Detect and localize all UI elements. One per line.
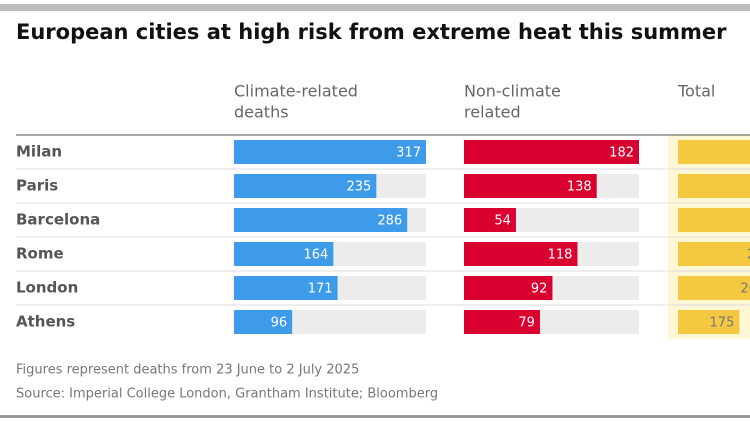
bar xyxy=(678,242,750,266)
bar xyxy=(234,140,426,164)
value-label: 54 xyxy=(494,214,511,229)
bar xyxy=(464,208,516,232)
value-label: 263 xyxy=(740,282,750,297)
value-label: 282 xyxy=(747,248,750,263)
bar xyxy=(678,208,750,232)
row-label: London xyxy=(16,279,78,297)
row-label: Paris xyxy=(16,177,58,195)
row-label: Athens xyxy=(16,313,75,331)
column-header: deaths xyxy=(234,103,289,122)
value-label: 96 xyxy=(271,316,288,331)
footnote: Figures represent deaths from 23 June to… xyxy=(16,363,359,378)
value-label: 286 xyxy=(377,214,402,229)
value-label: 235 xyxy=(347,180,372,195)
bar xyxy=(464,276,553,300)
value-label: 79 xyxy=(518,316,535,331)
bar xyxy=(464,140,639,164)
value-label: 92 xyxy=(531,282,548,297)
row-label: Rome xyxy=(16,245,64,263)
bar xyxy=(464,310,540,334)
bar xyxy=(234,276,338,300)
row-label: Milan xyxy=(16,143,62,161)
column-header: Non-climate xyxy=(464,82,561,101)
value-label: 317 xyxy=(396,146,421,161)
value-label: 138 xyxy=(567,180,592,195)
bar xyxy=(234,242,334,266)
column-header: Total xyxy=(677,82,715,101)
footnote: Source: Imperial College London, Grantha… xyxy=(16,387,438,402)
bar xyxy=(234,208,408,232)
bar xyxy=(678,140,750,164)
column-header: Climate-related xyxy=(234,82,358,101)
bottom-rule xyxy=(0,415,750,418)
chart-title: European cities at high risk from extrem… xyxy=(16,20,727,44)
bar xyxy=(678,310,740,334)
value-label: 164 xyxy=(304,248,329,263)
column-header: related xyxy=(464,103,521,122)
value-label: 182 xyxy=(609,146,634,161)
value-label: 171 xyxy=(308,282,333,297)
bar xyxy=(464,174,597,198)
bar xyxy=(678,174,750,198)
top-rule xyxy=(0,4,750,11)
bar xyxy=(234,310,293,334)
bar xyxy=(678,276,750,300)
bar xyxy=(234,174,377,198)
value-label: 175 xyxy=(710,316,735,331)
bar xyxy=(464,242,578,266)
row-label: Barcelona xyxy=(16,211,100,229)
value-label: 118 xyxy=(548,248,573,263)
